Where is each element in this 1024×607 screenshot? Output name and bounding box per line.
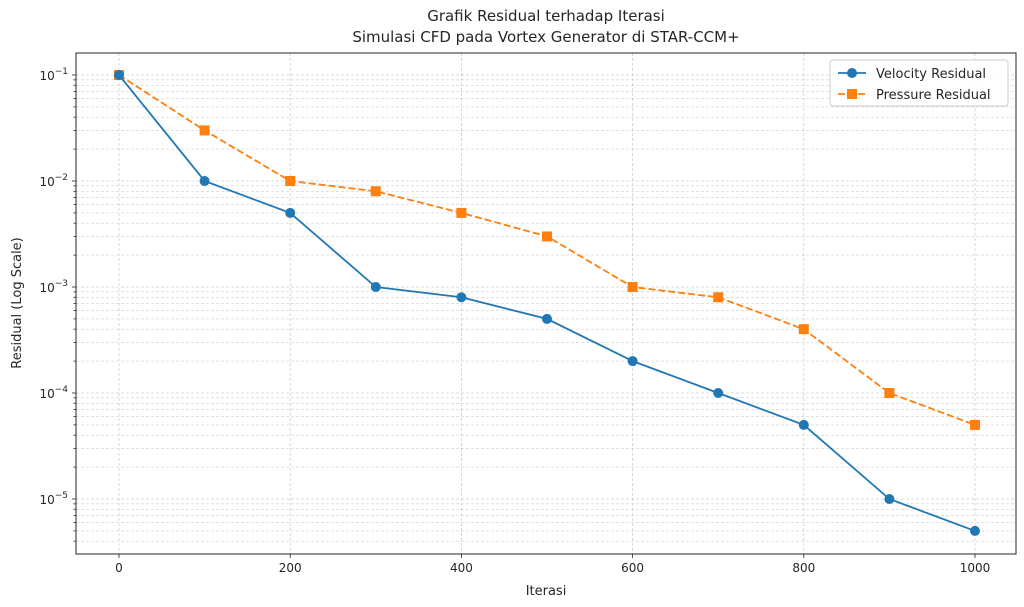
data-point [713,388,724,398]
legend-box [829,59,1009,107]
x-tick-label: 600 [621,561,644,575]
data-point [456,292,467,303]
chart-title-line-1: Grafik Residual terhadap Iterasi [427,7,665,25]
data-point [285,176,296,186]
y-tick-label-exponent: −5 [55,491,68,501]
y-tick-label: 10−3 [39,279,68,295]
data-point [713,292,724,303]
y-tick-label: 10−2 [39,173,68,189]
data-point [798,324,809,335]
series-velocity-residual [114,70,980,536]
x-tick-label: 200 [279,561,302,575]
data-point [114,70,124,80]
grid-lines [76,53,1016,554]
data-point [798,419,809,430]
x-axis-label: Iterasi [526,584,567,599]
y-tick-label-base: 10 [39,69,54,83]
series-layer [114,70,980,536]
y-tick-label-base: 10 [39,281,54,295]
data-point [970,525,980,536]
legend-marker [847,68,857,78]
data-point [542,231,552,242]
y-tick-label-base: 10 [39,175,54,189]
data-point [970,419,980,430]
y-tick-label-exponent: −1 [55,67,68,77]
y-axis-label: Residual (Log Scale) [10,237,25,369]
legend-item: Pressure Residual [838,88,991,103]
data-point [370,282,381,292]
data-point [199,176,210,186]
data-point [884,388,895,398]
y-tick-label-base: 10 [39,493,54,507]
data-point [627,356,638,367]
y-tick-label-exponent: −2 [55,173,68,183]
legend-item: Velocity Residual [838,67,986,82]
x-tick-label: 800 [792,561,815,575]
series-line [118,74,976,532]
y-tick-label-base: 10 [39,387,54,401]
legend-label: Velocity Residual [876,67,986,82]
y-tick-label-exponent: −3 [55,279,68,289]
data-point [542,313,552,324]
legend-label: Pressure Residual [876,88,991,103]
x-tick-label: 0 [115,561,123,575]
y-tick-label: 10−5 [39,491,68,507]
data-point [285,207,296,218]
series-pressure-residual [114,70,980,430]
data-point [370,186,381,197]
data-point [199,125,210,136]
x-tick-label: 400 [450,561,473,575]
data-point [884,494,895,504]
series-line [118,74,976,426]
y-tick-label: 10−4 [39,385,68,401]
y-tick-label-exponent: −4 [55,385,69,395]
data-point [627,282,638,292]
legend: Velocity Residual Pressure Residual [829,59,1009,107]
legend-marker [847,89,857,99]
y-tick-label: 10−1 [39,67,68,83]
data-point [456,207,467,218]
x-tick-label: 1000 [960,561,991,575]
chart-title-line-2: Simulasi CFD pada Vortex Generator di ST… [352,28,739,46]
